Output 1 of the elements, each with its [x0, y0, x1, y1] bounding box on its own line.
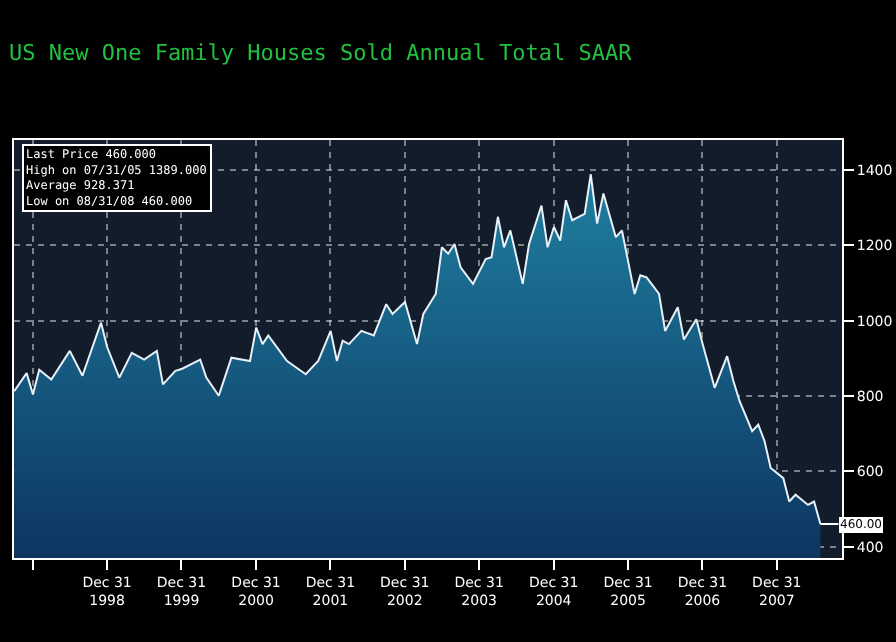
chart-title: US New One Family Houses Sold Annual Total SAAR — [8, 40, 633, 67]
